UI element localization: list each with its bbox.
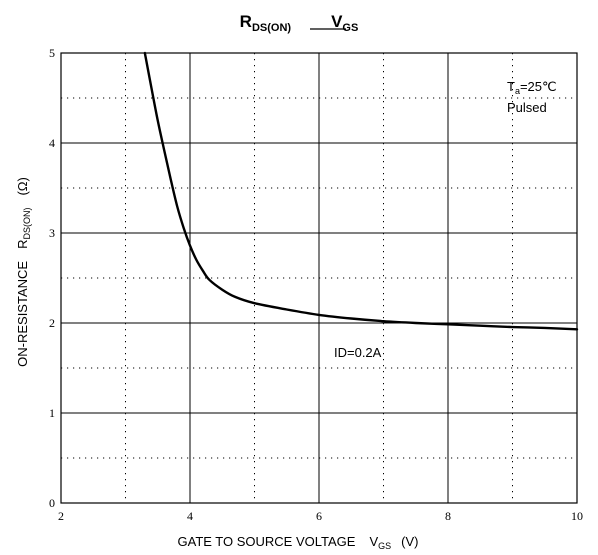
chart-title: RDS(ON) VGS xyxy=(240,12,359,34)
annotation-ta-main: T xyxy=(507,79,515,94)
annotation-ta: Ta=25℃ xyxy=(507,79,557,96)
title-right-main: V xyxy=(331,12,343,31)
y-tick-label: 2 xyxy=(49,316,55,330)
y-axis-label-sym: R xyxy=(15,240,30,249)
x-axis-label-sym: V xyxy=(369,534,378,549)
x-tick-label: 2 xyxy=(58,509,64,523)
y-axis-label-unit: (Ω) xyxy=(15,177,30,195)
x-axis-label: GATE TO SOURCE VOLTAGE VGS (V) xyxy=(178,534,419,551)
x-tick-label: 10 xyxy=(571,509,583,523)
annotation-pulsed: Pulsed xyxy=(507,100,547,115)
y-axis-label-text: ON-RESISTANCE xyxy=(15,261,30,367)
annotation-id: ID=0.2A xyxy=(334,345,382,360)
y-axis-label: ON-RESISTANCE RDS(ON) (Ω) xyxy=(15,177,32,367)
x-axis-label-text: GATE TO SOURCE VOLTAGE xyxy=(178,534,356,549)
x-axis-label-sub: GS xyxy=(378,541,391,551)
y-tick-label: 1 xyxy=(49,406,55,420)
y-tick-label: 3 xyxy=(49,226,55,240)
x-tick-label: 8 xyxy=(445,509,451,523)
x-tick-label: 4 xyxy=(187,509,193,523)
y-tick-label: 4 xyxy=(49,136,55,150)
y-tick-labels: 0 1 2 3 4 5 xyxy=(49,46,55,510)
annotation-ta-sub: a xyxy=(515,86,520,96)
title-left-main: R xyxy=(240,12,252,31)
title-left-sub: DS(ON) xyxy=(252,22,291,34)
y-axis-label-sub: DS(ON) xyxy=(22,208,32,240)
x-axis-label-unit: (V) xyxy=(401,534,418,549)
grid xyxy=(60,52,578,504)
x-tick-label: 6 xyxy=(316,509,322,523)
y-tick-label: 5 xyxy=(49,46,55,60)
annotation-ta-rest: =25℃ xyxy=(520,79,557,94)
title-right-sub: GS xyxy=(342,22,358,34)
y-tick-label: 0 xyxy=(49,496,55,510)
plot-frame xyxy=(60,52,578,504)
series-line xyxy=(143,51,579,331)
x-tick-labels: 2 4 6 8 10 xyxy=(58,509,583,523)
